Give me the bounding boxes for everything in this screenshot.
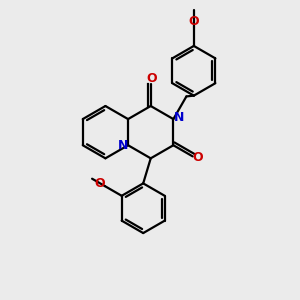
Text: N: N [118,139,128,152]
Text: O: O [94,177,105,190]
Text: N: N [173,111,184,124]
Text: O: O [193,152,203,164]
Text: O: O [188,15,199,28]
Text: O: O [146,72,157,85]
